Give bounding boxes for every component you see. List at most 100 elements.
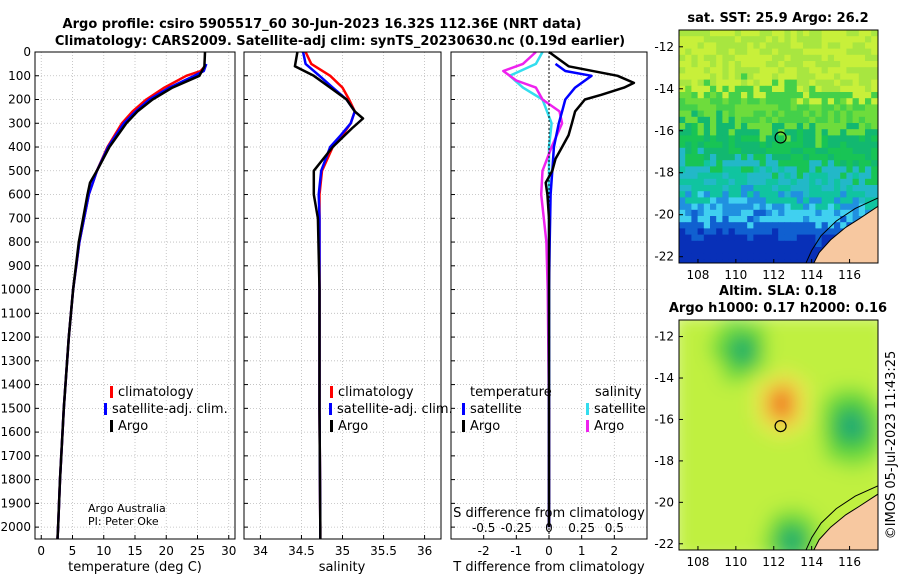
map-cell (765, 129, 773, 136)
map-cell (803, 475, 810, 482)
map-cell (815, 141, 822, 149)
map-cell (803, 185, 810, 192)
map-cell (834, 216, 841, 223)
map-cell (840, 222, 847, 229)
map-cell (784, 259, 791, 263)
map-cell (852, 375, 860, 383)
map-cell (821, 85, 829, 93)
map-cell (759, 104, 767, 111)
map-cell (716, 209, 723, 217)
map-cell (803, 537, 810, 544)
series-line-satellite (301, 51, 357, 539)
map-cell (840, 154, 847, 161)
map-cell (827, 48, 835, 56)
map-cell (815, 79, 822, 87)
map-cell (796, 388, 804, 395)
map-cell (710, 487, 717, 494)
map-cell (741, 431, 748, 439)
map-cell (790, 400, 798, 408)
map-cell (803, 530, 810, 538)
map-cell (691, 382, 698, 389)
map-cell (734, 147, 742, 155)
map-cell (728, 191, 736, 198)
map-cell (747, 506, 754, 513)
map-cell (728, 247, 736, 254)
map-cell (858, 419, 866, 426)
map-cell (809, 338, 816, 346)
map-cell (803, 437, 810, 445)
map-cell (728, 234, 736, 242)
map-cell (741, 338, 748, 346)
map-cell (697, 185, 705, 192)
map-cell (765, 141, 773, 149)
map-cell (796, 394, 804, 401)
map-cell (834, 499, 841, 507)
map-cell (809, 530, 816, 538)
map-cell (778, 240, 785, 248)
map-cell (803, 450, 810, 457)
map-cell (821, 425, 829, 432)
map-cell (796, 203, 804, 211)
map-cell (784, 419, 791, 426)
map-cell (691, 543, 698, 550)
map-cell (840, 413, 847, 420)
map-cell (784, 73, 791, 80)
map-cell (710, 332, 717, 339)
map-cell (821, 344, 829, 352)
map-cell (741, 247, 748, 254)
ytick-label: 900 (8, 259, 31, 273)
map-cell (759, 42, 767, 49)
map-cell (834, 166, 841, 173)
map-cell (790, 228, 798, 235)
map-cell (815, 388, 822, 395)
map-cell (697, 468, 705, 476)
map-cell (821, 36, 829, 43)
map-cell (828, 556, 835, 563)
map-cell (846, 431, 853, 439)
map-cell (834, 444, 841, 451)
map-cell (840, 160, 847, 167)
map-cell (834, 332, 841, 339)
map-cell (765, 456, 773, 463)
map-cell (852, 456, 860, 463)
map-cell (685, 518, 692, 525)
map-cell (827, 197, 835, 204)
map-cell (759, 191, 767, 198)
map-cell (809, 30, 816, 37)
map-cell (815, 326, 822, 333)
map-cell (741, 253, 748, 260)
temperature-xlabel: temperature (deg C) (68, 560, 202, 575)
map-cell (840, 332, 847, 339)
map-cell (778, 48, 785, 56)
map-cell (871, 419, 878, 426)
map-cell (809, 178, 816, 186)
map-cell (809, 344, 816, 352)
map-cell (679, 178, 686, 186)
map-cell (846, 42, 853, 49)
map-cell (778, 166, 785, 173)
map-cell (753, 160, 760, 167)
map-cell (685, 338, 692, 346)
map-cell (803, 369, 810, 377)
map-cell (784, 197, 791, 204)
map-cell (884, 549, 891, 556)
map-cell (778, 425, 785, 432)
map-cell (803, 468, 810, 476)
map-cell (679, 351, 680, 358)
map-cell (679, 363, 680, 370)
legend-marker-argo (110, 420, 113, 432)
map-cell (840, 67, 847, 74)
map-cell (716, 191, 723, 198)
map-cell (778, 116, 785, 124)
map-cell (691, 129, 698, 136)
map-cell (790, 240, 798, 248)
map-cell (759, 247, 767, 254)
map-cell (679, 357, 686, 364)
map-cell (703, 475, 711, 482)
map-cell (796, 444, 804, 451)
map-cell (722, 326, 729, 333)
map-cell (840, 61, 847, 68)
map-cell (846, 487, 853, 494)
ytick-label: 2000 (0, 520, 31, 534)
map-cell (759, 135, 767, 142)
